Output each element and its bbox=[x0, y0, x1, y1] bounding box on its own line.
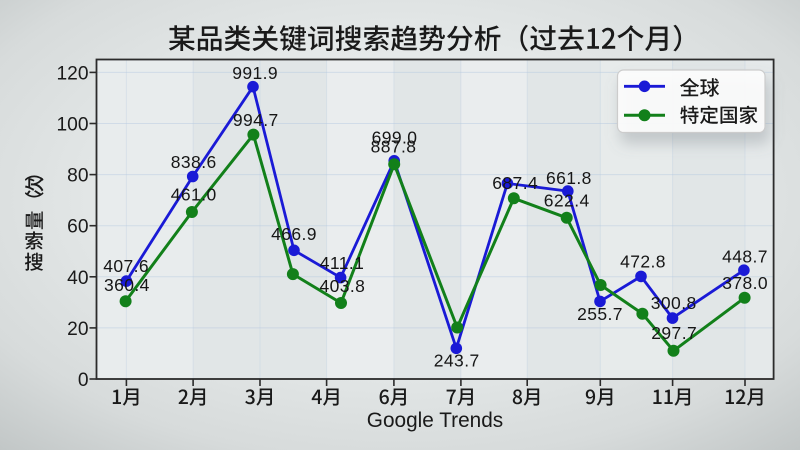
svg-text:887.8: 887.8 bbox=[371, 136, 417, 156]
svg-text:838.6: 838.6 bbox=[171, 152, 217, 172]
svg-text:0: 0 bbox=[78, 370, 89, 391]
svg-text:100: 100 bbox=[56, 115, 88, 136]
svg-text:622.4: 622.4 bbox=[544, 190, 590, 210]
svg-text:40: 40 bbox=[67, 268, 88, 289]
svg-text:360.4: 360.4 bbox=[104, 275, 150, 295]
svg-text:20: 20 bbox=[67, 319, 88, 340]
svg-text:300.8: 300.8 bbox=[651, 293, 697, 313]
svg-text:297.7: 297.7 bbox=[651, 323, 697, 343]
svg-text:448.7: 448.7 bbox=[722, 246, 768, 266]
svg-text:120: 120 bbox=[56, 63, 88, 84]
svg-text:Google Trends: Google Trends bbox=[367, 409, 503, 432]
svg-text:687.4: 687.4 bbox=[492, 173, 538, 193]
svg-text:461.0: 461.0 bbox=[171, 185, 217, 205]
svg-text:403.8: 403.8 bbox=[320, 276, 366, 296]
svg-text:472.8: 472.8 bbox=[620, 251, 666, 271]
svg-text:407.6: 407.6 bbox=[103, 256, 149, 276]
svg-text:994.7: 994.7 bbox=[233, 110, 279, 130]
svg-text:699.0: 699.0 bbox=[372, 128, 418, 148]
svg-text:661.8: 661.8 bbox=[546, 168, 592, 188]
svg-text:378.0: 378.0 bbox=[722, 273, 768, 293]
svg-text:243.7: 243.7 bbox=[434, 351, 480, 371]
svg-text:255.7: 255.7 bbox=[577, 304, 623, 324]
svg-text:60: 60 bbox=[67, 217, 88, 238]
svg-text:411.1: 411.1 bbox=[320, 253, 365, 273]
svg-text:80: 80 bbox=[67, 166, 88, 187]
svg-text:466.9: 466.9 bbox=[271, 224, 317, 244]
svg-text:991.9: 991.9 bbox=[232, 63, 278, 83]
